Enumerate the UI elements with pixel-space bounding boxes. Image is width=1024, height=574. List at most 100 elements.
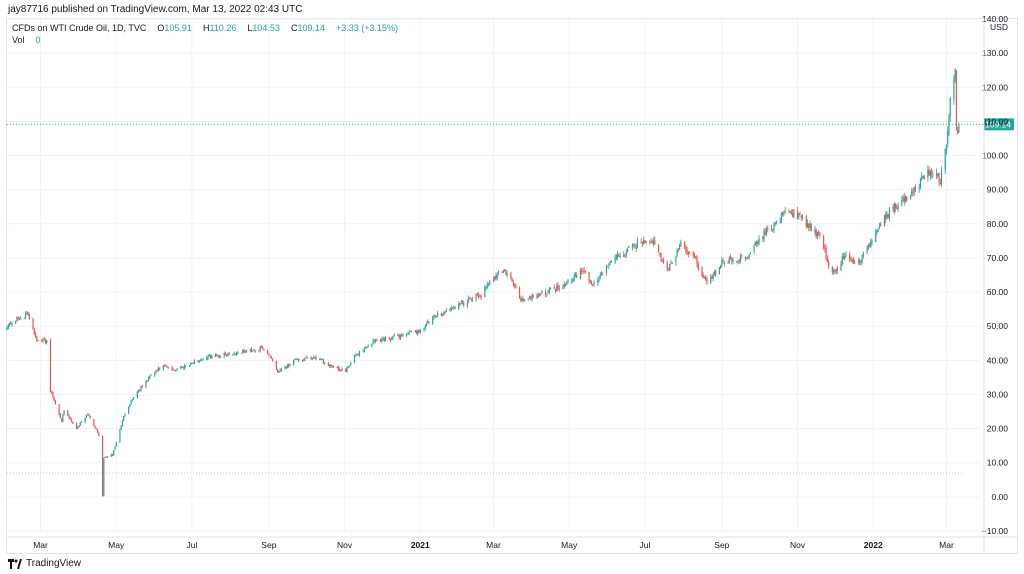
- candle-body: [49, 340, 52, 392]
- candle-body: [502, 270, 505, 273]
- candle-body: [242, 349, 244, 353]
- candle-body: [883, 215, 886, 227]
- candle-body: [826, 258, 828, 262]
- candle-body: [131, 399, 133, 401]
- candle-body: [903, 197, 905, 202]
- candle-body: [609, 261, 611, 263]
- candle-body: [528, 296, 531, 298]
- candle-body: [312, 357, 315, 359]
- candle-body: [888, 208, 891, 219]
- currency-label: USD: [990, 22, 1008, 32]
- candle-body: [63, 410, 65, 415]
- candle-body: [805, 216, 807, 227]
- candle-body: [810, 224, 812, 232]
- candle-body: [315, 357, 317, 360]
- candle-body: [949, 98, 951, 117]
- candle-body: [324, 362, 326, 364]
- candle-body: [423, 329, 425, 331]
- candle-body: [469, 297, 471, 299]
- candle-body: [20, 318, 22, 319]
- candle-body: [101, 435, 104, 496]
- candle-body: [923, 175, 925, 179]
- candle-body: [58, 404, 60, 415]
- candle-body: [547, 292, 549, 294]
- candle-body: [605, 265, 608, 274]
- candle-body: [276, 369, 279, 372]
- candle-body: [896, 207, 898, 210]
- ohlc-row: CFDs on WTI Crude Oil, 1D, TVC O105.91 H…: [12, 22, 398, 34]
- candle-body: [432, 316, 434, 324]
- price-axis: −10.00 0.00 10.00 20.00 30.00 40.00 50.00 60.00…: [982, 14, 1008, 552]
- candle-body: [737, 260, 739, 262]
- y-tick-label: 130.00: [982, 48, 1008, 58]
- candle-body: [885, 214, 887, 220]
- candle-body: [258, 350, 260, 352]
- candle-body: [798, 213, 800, 218]
- candle-body: [860, 261, 862, 263]
- candle-body: [10, 323, 12, 325]
- candle-body: [527, 298, 529, 300]
- candle-body: [440, 313, 442, 317]
- candle-body: [667, 269, 670, 271]
- candle-body: [206, 357, 208, 361]
- candle-body: [574, 274, 577, 277]
- candle-body: [301, 359, 303, 361]
- candle-body: [319, 359, 321, 361]
- candle-body: [33, 329, 35, 334]
- candle-body: [26, 312, 28, 314]
- candle-body: [583, 270, 585, 272]
- candle-body: [706, 278, 708, 284]
- candle-body: [796, 210, 799, 219]
- candle-body: [78, 425, 80, 428]
- low-label: L: [247, 23, 253, 33]
- candle-body: [505, 271, 507, 275]
- candle-body: [729, 256, 732, 259]
- candle-body: [861, 256, 863, 263]
- candle-body: [172, 369, 174, 371]
- candle-body: [831, 266, 833, 272]
- candle-body: [280, 368, 282, 371]
- candle-body: [150, 375, 152, 377]
- candle-body: [649, 241, 651, 243]
- x-tick-label: May: [561, 540, 578, 550]
- candle-body: [880, 224, 882, 227]
- candle-body: [850, 258, 852, 261]
- publish-info: jay87716 published on TradingView.com, M…: [8, 4, 303, 15]
- candle-body: [75, 423, 78, 429]
- candle-body: [947, 131, 949, 144]
- candle-body: [485, 287, 487, 289]
- candle-body: [200, 360, 202, 362]
- candle-body: [660, 253, 662, 260]
- candle-body: [675, 256, 677, 263]
- candle-body: [188, 365, 191, 367]
- x-tick-label: Sep: [714, 540, 729, 550]
- candle-body: [686, 249, 688, 253]
- candle-body: [181, 366, 183, 368]
- candle-body: [85, 414, 88, 418]
- x-tick-label: Mar: [486, 540, 501, 550]
- candle-body: [96, 429, 99, 433]
- candle-body: [166, 366, 168, 368]
- candle-body: [562, 286, 564, 290]
- candle-body: [157, 368, 160, 372]
- candle-body: [669, 263, 671, 271]
- candle-body: [789, 210, 791, 213]
- candle-body: [123, 416, 125, 421]
- candle-body: [418, 329, 420, 333]
- high-value: 110.26: [209, 23, 237, 33]
- candle-body: [254, 350, 256, 352]
- candle-body: [43, 338, 45, 340]
- candle-body: [149, 375, 151, 379]
- candle-body: [104, 456, 106, 458]
- candle-body: [938, 173, 940, 183]
- candle-body: [775, 222, 778, 224]
- candle-body: [478, 294, 480, 297]
- candle-body: [428, 321, 430, 323]
- candle-body: [314, 356, 316, 358]
- candle-body: [688, 253, 691, 255]
- candle-body: [487, 283, 490, 284]
- candle-body: [680, 241, 682, 244]
- candle-body: [597, 280, 599, 283]
- candle-body: [355, 355, 357, 356]
